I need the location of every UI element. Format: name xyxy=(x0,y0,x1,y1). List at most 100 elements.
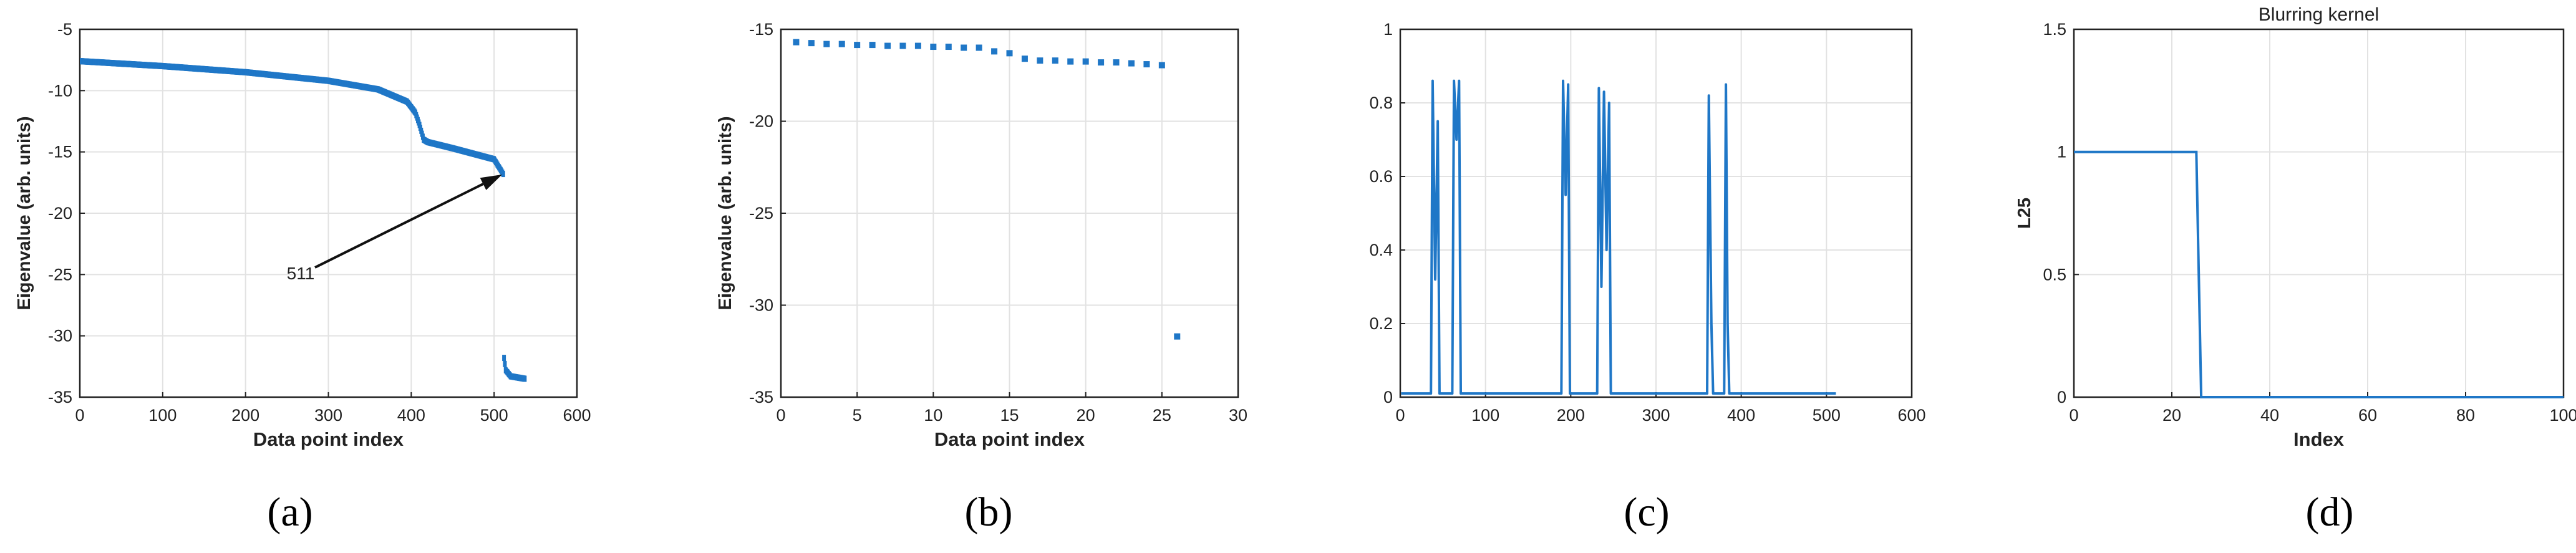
y-tick-label: 0.5 xyxy=(2043,265,2066,284)
data-point xyxy=(1052,57,1058,64)
x-tick-label: 20 xyxy=(2162,406,2181,425)
x-tick-label: 200 xyxy=(1557,406,1585,425)
x-tick-label: 5 xyxy=(853,406,862,425)
data-point xyxy=(1098,59,1105,66)
y-tick-label: -30 xyxy=(749,296,773,315)
panel-b: 0 5 10 15 20 25 30 -15 -20 -25 -30 -35 Data point in… xyxy=(715,20,1247,450)
data-point xyxy=(1037,57,1043,64)
x-axis-label: Index xyxy=(2293,428,2345,450)
series-line xyxy=(2074,150,2564,398)
data-point xyxy=(1067,58,1074,65)
y-axis-label: L25 xyxy=(2015,198,2035,229)
x-tick-label: 600 xyxy=(563,406,591,425)
data-point xyxy=(501,171,505,178)
x-axis-label: Data point index xyxy=(253,428,404,450)
y-tick-label: -5 xyxy=(57,20,72,39)
x-tick-label: 60 xyxy=(2358,406,2377,425)
x-tick-label: 0 xyxy=(1395,406,1405,425)
y-tick-label: -10 xyxy=(48,81,72,100)
data-group xyxy=(80,58,527,382)
x-tick-label: 300 xyxy=(1642,406,1670,425)
x-tick-label: 400 xyxy=(1727,406,1755,425)
y-tick-label: 0 xyxy=(2057,388,2066,406)
data-point xyxy=(961,44,967,51)
x-tick-label: 200 xyxy=(231,406,259,425)
data-point xyxy=(884,42,891,49)
data-group xyxy=(2074,150,2564,398)
x-tick-label: 600 xyxy=(1897,406,1925,425)
data-point xyxy=(793,39,800,46)
x-tick-label: 0 xyxy=(75,406,84,425)
y-axis-label: Eigenvalue (arb. units) xyxy=(14,117,34,310)
y-tick-label: 1 xyxy=(1383,20,1393,39)
x-axis-label: Data point index xyxy=(934,428,1085,450)
chart-title: Blurring kernel xyxy=(2259,4,2379,25)
x-tick-label: 20 xyxy=(1077,406,1095,425)
y-tick-label: -20 xyxy=(749,112,773,131)
y-tick-label: -20 xyxy=(48,204,72,223)
x-tick-label: 80 xyxy=(2456,406,2475,425)
caption-a: (a) xyxy=(267,489,312,535)
x-tick-label: 40 xyxy=(2260,406,2279,425)
x-tick-label: 0 xyxy=(776,406,785,425)
series-main xyxy=(80,58,505,178)
y-tick-label: -30 xyxy=(48,327,72,345)
panel-a: 0 100 200 300 400 500 600 -5 -10 -15 -20 -25 -30 -35 D… xyxy=(14,20,591,450)
y-tick-label: 0.2 xyxy=(1369,314,1393,333)
x-tick-label: 15 xyxy=(1000,406,1019,425)
plot-background xyxy=(2074,29,2564,397)
x-tick-label: 0 xyxy=(2069,406,2078,425)
y-tick-label: 0 xyxy=(1383,388,1393,406)
data-point xyxy=(1158,62,1165,69)
y-axis-label: Eigenvalue (arb. units) xyxy=(715,117,735,310)
data-point xyxy=(838,41,845,47)
data-point xyxy=(1082,58,1089,65)
x-tick-label: 400 xyxy=(397,406,425,425)
data-point xyxy=(1128,60,1135,67)
x-tick-label: 100 xyxy=(1471,406,1499,425)
data-point xyxy=(1006,50,1013,57)
y-tick-label: -25 xyxy=(48,265,72,284)
data-point xyxy=(523,375,527,382)
data-point xyxy=(808,40,815,47)
data-point xyxy=(930,44,937,50)
y-tick-label: -25 xyxy=(749,204,773,223)
y-tick-label: 0.4 xyxy=(1369,241,1393,259)
y-tick-label: 1.5 xyxy=(2043,20,2066,39)
annotation-arrow-line xyxy=(314,183,484,269)
data-point xyxy=(1143,61,1150,68)
y-tick-label: 0.8 xyxy=(1369,94,1393,112)
data-point xyxy=(945,44,952,50)
y-tick-label: -35 xyxy=(749,388,773,406)
caption-b: (b) xyxy=(965,489,1013,535)
x-tick-label: 500 xyxy=(1813,406,1841,425)
annotation-label: 511 xyxy=(287,264,315,283)
data-point xyxy=(899,42,906,49)
data-group xyxy=(1401,79,1836,395)
data-point xyxy=(503,360,507,367)
y-tick-label: -15 xyxy=(48,143,72,161)
series-tail xyxy=(502,355,527,382)
x-tick-label: 500 xyxy=(480,406,508,425)
data-point xyxy=(823,41,830,47)
data-point xyxy=(1113,59,1120,66)
caption-d: (d) xyxy=(2306,489,2354,535)
y-tick-label: -15 xyxy=(749,20,773,39)
caption-c: (c) xyxy=(1624,489,1669,535)
data-group xyxy=(793,39,1181,340)
y-tick-label: -35 xyxy=(48,388,72,406)
data-point xyxy=(502,355,506,362)
data-point xyxy=(869,42,876,49)
data-point xyxy=(854,42,861,49)
x-tick-label: 100 xyxy=(2549,406,2576,425)
x-tick-label: 10 xyxy=(924,406,942,425)
x-tick-label: 25 xyxy=(1153,406,1171,425)
panel-d: 0 20 40 60 80 100 0 0.5 1 1.5 Blurring kernel Index… xyxy=(2015,4,2576,450)
y-tick-label: 0.6 xyxy=(1369,167,1393,186)
data-point xyxy=(1174,333,1181,340)
series-line xyxy=(1401,79,1836,395)
panel-c: 0 100 200 300 400 500 600 0 0.2 0.4 0.6 0.8 1 xyxy=(1369,20,1925,425)
data-point xyxy=(914,42,921,49)
data-point xyxy=(976,44,982,51)
